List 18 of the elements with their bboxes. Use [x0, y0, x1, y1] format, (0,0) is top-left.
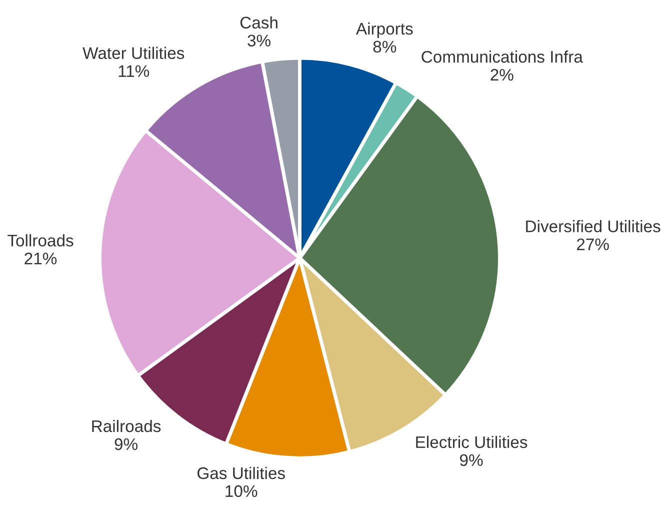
data-label: 9%: [460, 454, 483, 466]
slice-label: Water Utilities: [82, 46, 184, 60]
slice-label: Communications Infra: [422, 50, 583, 63]
slice-label: Tollroads: [8, 234, 74, 246]
data-label: 27%: [576, 238, 609, 250]
data-label: 3%: [248, 34, 270, 47]
slice-label: Electric Utilities: [416, 436, 528, 448]
data-label: 11%: [118, 65, 150, 77]
data-label: 10%: [226, 485, 258, 498]
slice-label: Diversified Utilities: [526, 220, 660, 232]
data-label: 8%: [373, 40, 396, 53]
data-label: 2%: [490, 68, 514, 81]
slice-label: Airports: [356, 22, 413, 38]
slice-label: Railroads: [92, 420, 161, 432]
slice-label: Gas Utilities: [197, 466, 285, 480]
slice-label: Cash: [240, 16, 278, 29]
data-label: 21%: [24, 252, 57, 264]
data-label: 9%: [114, 438, 138, 450]
